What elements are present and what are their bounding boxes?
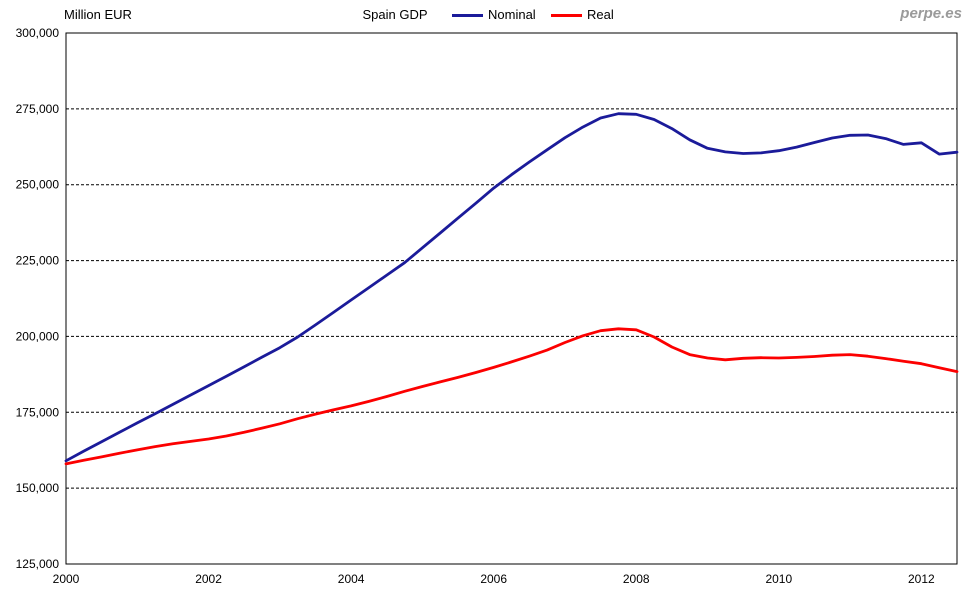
x-axis-tick-label: 2002: [195, 572, 222, 586]
x-axis-tick-label: 2012: [908, 572, 935, 586]
y-axis-tick-labels: 125,000 150,000 175,000 200,000 225,000 250,0…: [16, 26, 60, 571]
legend-swatch-nominal: [452, 14, 483, 17]
x-axis-tick-label: 2006: [480, 572, 507, 586]
x-axis-tick-label: 2008: [623, 572, 650, 586]
real-line: [64, 327, 959, 466]
gridlines: [66, 108, 957, 489]
nominal-line: [64, 112, 959, 463]
y-axis-tick-label: 200,000: [16, 329, 60, 343]
legend-label-real: Real: [587, 7, 614, 22]
y-axis-tick-label: 150,000: [16, 481, 60, 495]
y-axis-tick-label: 225,000: [16, 254, 60, 268]
legend-label-nominal: Nominal: [488, 7, 536, 22]
x-axis-tick-label: 2010: [765, 572, 792, 586]
series-lines: [64, 112, 959, 466]
chart-title: Spain GDP: [362, 7, 428, 22]
plot-border: [65, 32, 958, 565]
x-axis-tick-label: 2004: [338, 572, 365, 586]
watermark: perpe.es: [900, 5, 962, 22]
y-axis-tick-label: 250,000: [16, 178, 60, 192]
y-axis-tick-label: 175,000: [16, 405, 60, 419]
x-axis-tick-labels: 2000 2002 2004 2006 2008 2010 2012: [53, 572, 935, 586]
x-axis-tick-label: 2000: [53, 572, 80, 586]
y-axis-tick-label: 300,000: [16, 26, 60, 40]
y-axis-title: Million EUR: [64, 7, 132, 22]
y-axis-tick-label: 275,000: [16, 102, 60, 116]
y-axis-tick-label: 125,000: [16, 557, 60, 571]
legend-swatch-real: [551, 14, 582, 17]
